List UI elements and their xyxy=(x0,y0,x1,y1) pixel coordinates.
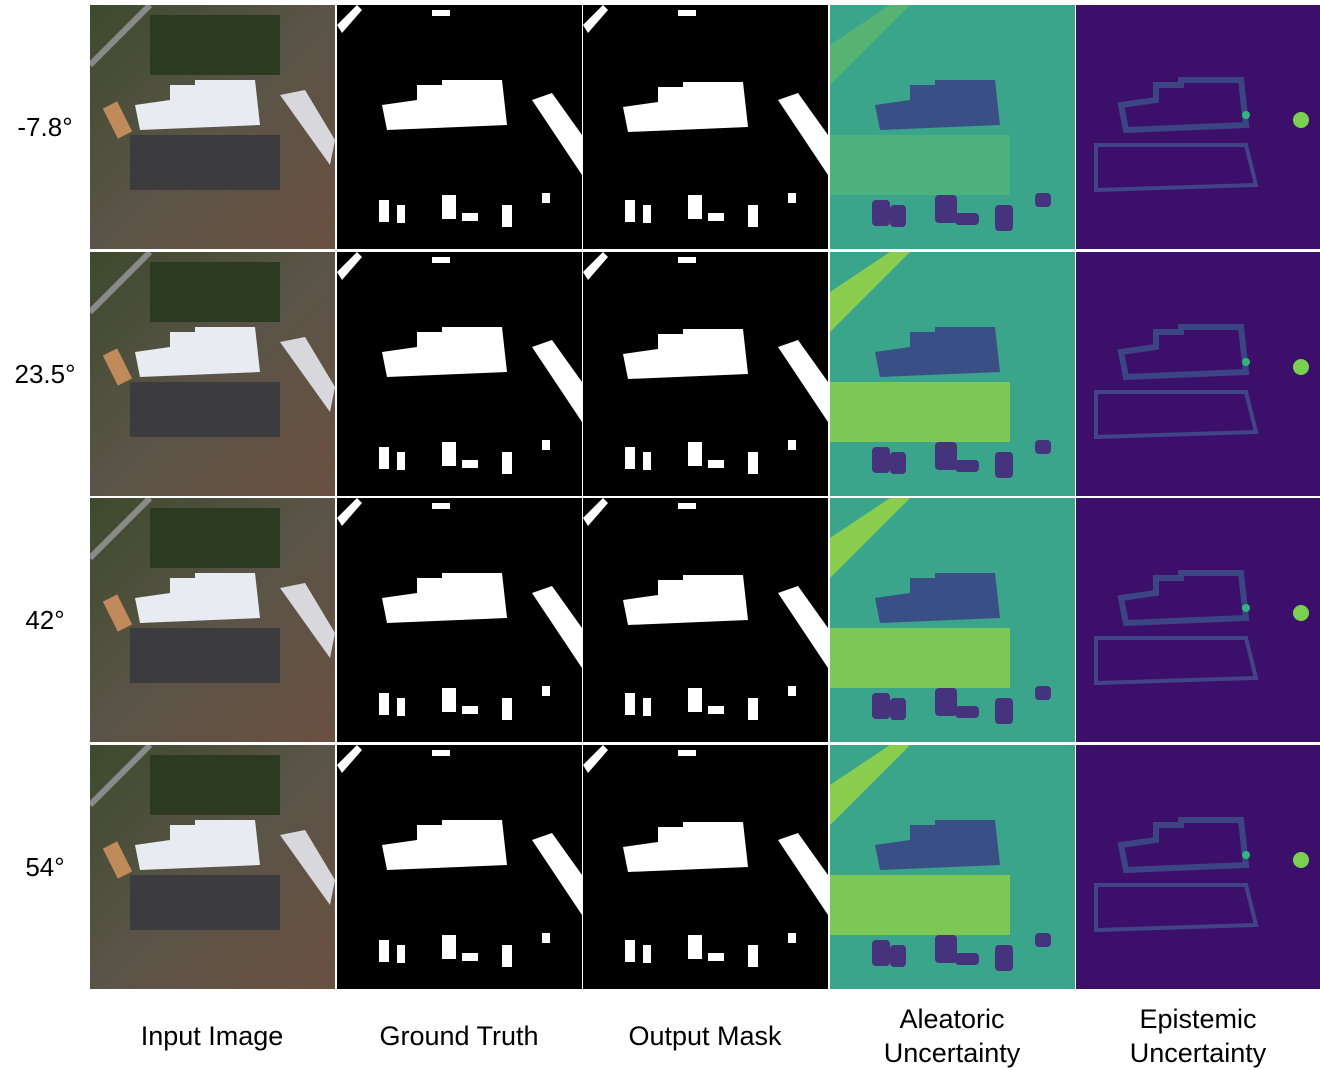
tile-graphic xyxy=(1076,745,1320,989)
tile-graphic xyxy=(90,252,335,496)
column-label: Output Mask xyxy=(605,1003,805,1069)
column-label: Input Image xyxy=(112,1003,312,1069)
image-tile xyxy=(583,252,828,496)
tile-graphic xyxy=(90,745,335,989)
image-tile xyxy=(90,745,335,989)
tile-graphic xyxy=(337,252,582,496)
tile-graphic xyxy=(90,498,335,742)
image-tile xyxy=(90,252,335,496)
tile-graphic xyxy=(1076,252,1320,496)
column-label: Aleatoric Uncertainty xyxy=(852,1003,1052,1069)
image-tile xyxy=(1076,252,1320,496)
tile-graphic xyxy=(337,745,582,989)
image-tile xyxy=(583,498,828,742)
image-tile xyxy=(337,252,582,496)
column-label: Epistemic Uncertainty xyxy=(1098,1003,1298,1069)
tile-graphic xyxy=(583,745,828,989)
tile-graphic xyxy=(830,498,1075,742)
tile-graphic xyxy=(583,5,828,249)
image-tile xyxy=(830,252,1075,496)
image-tile xyxy=(830,5,1075,249)
row-label: 54° xyxy=(0,745,90,989)
tile-graphic xyxy=(830,252,1075,496)
image-tile xyxy=(583,745,828,989)
row-label: 23.5° xyxy=(0,252,90,496)
tile-graphic xyxy=(1076,5,1320,249)
tile-graphic xyxy=(830,5,1075,249)
image-tile xyxy=(337,745,582,989)
tile-graphic xyxy=(337,498,582,742)
image-tile xyxy=(90,5,335,249)
image-tile xyxy=(1076,5,1320,249)
figure: {"row_labels": ["-7.8°", "23.5°", "42°",… xyxy=(0,0,1320,1069)
image-tile xyxy=(337,498,582,742)
image-tile xyxy=(90,498,335,742)
tile-graphic xyxy=(337,5,582,249)
tile-graphic xyxy=(583,252,828,496)
tile-graphic xyxy=(830,745,1075,989)
tile-graphic xyxy=(583,498,828,742)
row-label: -7.8° xyxy=(0,5,90,249)
image-tile xyxy=(1076,745,1320,989)
image-tile xyxy=(830,745,1075,989)
row-label: 42° xyxy=(0,498,90,742)
tile-graphic xyxy=(90,5,335,249)
image-tile xyxy=(830,498,1075,742)
image-tile xyxy=(583,5,828,249)
image-tile xyxy=(1076,498,1320,742)
tile-graphic xyxy=(1076,498,1320,742)
image-tile xyxy=(337,5,582,249)
column-label: Ground Truth xyxy=(359,1003,559,1069)
